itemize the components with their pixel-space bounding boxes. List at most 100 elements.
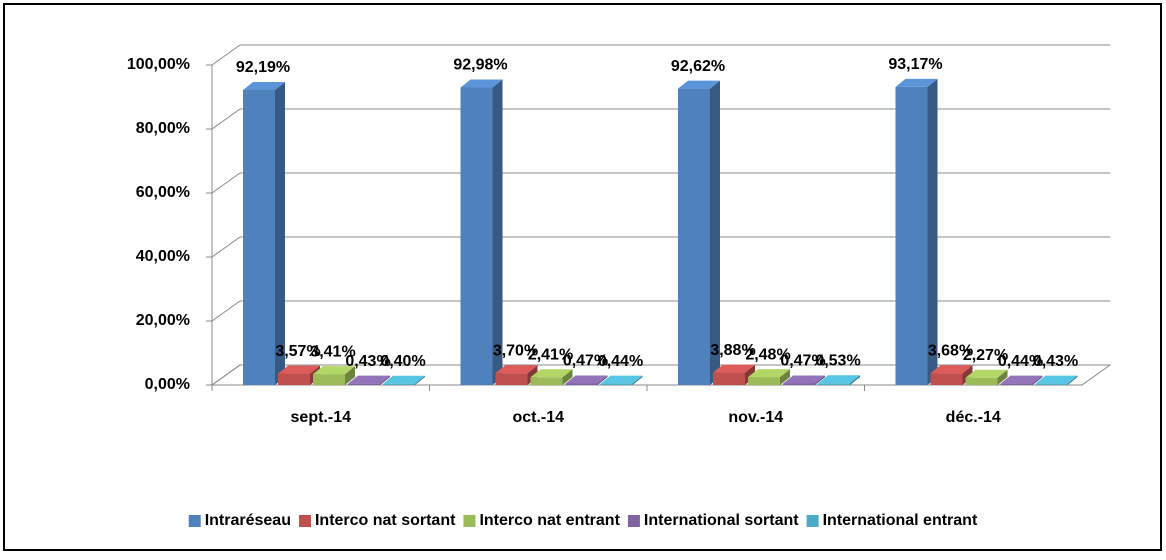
- bar: [460, 79, 503, 386]
- legend-label: Intraréseau: [205, 512, 291, 529]
- bar: [348, 375, 390, 385]
- bar: [383, 375, 425, 385]
- bar-top: [348, 375, 390, 384]
- legend-swatch: [298, 515, 311, 527]
- legend-swatch: [627, 515, 640, 527]
- bar: [818, 375, 860, 385]
- bar-side: [597, 375, 608, 385]
- data-label: 93,17%: [888, 56, 942, 73]
- y-tick-label: 60,00%: [136, 184, 190, 201]
- bar-front: [243, 89, 275, 385]
- bar-front: [1035, 383, 1068, 385]
- bar-front: [495, 373, 528, 385]
- bar-front: [565, 383, 598, 385]
- legend-swatch: [463, 515, 476, 527]
- grid-line: [211, 172, 241, 194]
- bar-top: [565, 375, 608, 384]
- bar-top: [495, 365, 538, 374]
- chart-frame: [3, 3, 1162, 551]
- bar-top: [818, 375, 860, 384]
- bar-side: [1067, 375, 1078, 385]
- bar-front: [1000, 383, 1033, 385]
- bar-side: [997, 369, 1008, 385]
- data-label: 0,53%: [815, 353, 860, 370]
- grid-line: [211, 236, 241, 258]
- bar-top: [965, 369, 1008, 378]
- bar-top: [1000, 375, 1043, 384]
- bar-front: [460, 87, 493, 386]
- bar: [1035, 375, 1078, 385]
- bar-top: [783, 375, 825, 384]
- bar-top: [748, 369, 790, 378]
- bar-side: [850, 375, 860, 385]
- data-label: 3,57%: [275, 343, 320, 360]
- data-label: 92,62%: [671, 58, 725, 75]
- bar-front: [313, 374, 345, 385]
- bar: [930, 365, 973, 385]
- bar: [565, 375, 608, 385]
- bar-front: [748, 377, 780, 385]
- bar-front: [895, 86, 928, 385]
- bar-side: [345, 366, 355, 385]
- legend-label: Interco nat entrant: [479, 512, 620, 529]
- legend-label: International entrant: [823, 512, 978, 529]
- data-label: 3,41%: [310, 343, 355, 360]
- legend-swatch: [806, 515, 819, 527]
- bar-front: [818, 383, 850, 385]
- bar-top: [1035, 375, 1078, 384]
- bar-side: [962, 365, 973, 385]
- bar: [495, 365, 538, 385]
- bar-front: [713, 372, 745, 385]
- bar-top: [383, 375, 425, 384]
- bar: [600, 375, 643, 385]
- x-tick-label: déc.-14: [946, 409, 1001, 426]
- bar-top: [243, 81, 285, 90]
- x-tick-label: nov.-14: [728, 409, 783, 426]
- bar-side: [415, 375, 425, 385]
- bar: [530, 369, 573, 385]
- data-label: 0,40%: [380, 353, 425, 370]
- grid-line: [211, 300, 241, 322]
- data-label: 92,98%: [453, 57, 507, 74]
- bar-top: [460, 79, 503, 88]
- data-label: 3,70%: [493, 342, 538, 359]
- bar-front: [383, 383, 415, 385]
- data-label: 0,47%: [780, 353, 825, 370]
- bar-front: [965, 377, 998, 385]
- bar-side: [745, 364, 755, 385]
- bar-side: [780, 369, 790, 385]
- data-label: 2,41%: [528, 347, 573, 364]
- bar: [313, 366, 355, 385]
- bar-top: [313, 366, 355, 375]
- data-label: 0,44%: [998, 353, 1043, 370]
- bar: [965, 369, 1008, 385]
- y-tick-label: 40,00%: [136, 248, 190, 265]
- bar-front: [530, 377, 563, 385]
- grid-line: [211, 364, 241, 386]
- data-label: 92,19%: [236, 59, 290, 76]
- legend-label: International sortant: [644, 512, 799, 529]
- bar-side: [492, 79, 503, 386]
- bar-top: [278, 365, 320, 374]
- bar: [748, 369, 790, 385]
- bar-side: [527, 365, 538, 385]
- data-label: 0,47%: [563, 353, 608, 370]
- legend-label: Interco nat sortant: [315, 512, 456, 529]
- grid-line: [211, 108, 241, 130]
- bar-top: [930, 365, 973, 374]
- x-tick-label: sept.-14: [291, 409, 352, 426]
- bar-front: [783, 383, 815, 385]
- data-label: 2,27%: [963, 347, 1008, 364]
- x-tick-label: oct.-14: [512, 409, 564, 426]
- legend-swatch: [188, 515, 201, 527]
- bar-side: [632, 375, 643, 385]
- bar: [243, 81, 285, 385]
- y-tick-label: 0,00%: [145, 376, 190, 393]
- bar-top: [530, 369, 573, 378]
- data-label: 0,43%: [345, 353, 390, 370]
- bar-top: [895, 78, 938, 87]
- bar-front: [678, 88, 710, 385]
- y-tick-label: 80,00%: [136, 120, 190, 137]
- grid-line: [211, 44, 241, 66]
